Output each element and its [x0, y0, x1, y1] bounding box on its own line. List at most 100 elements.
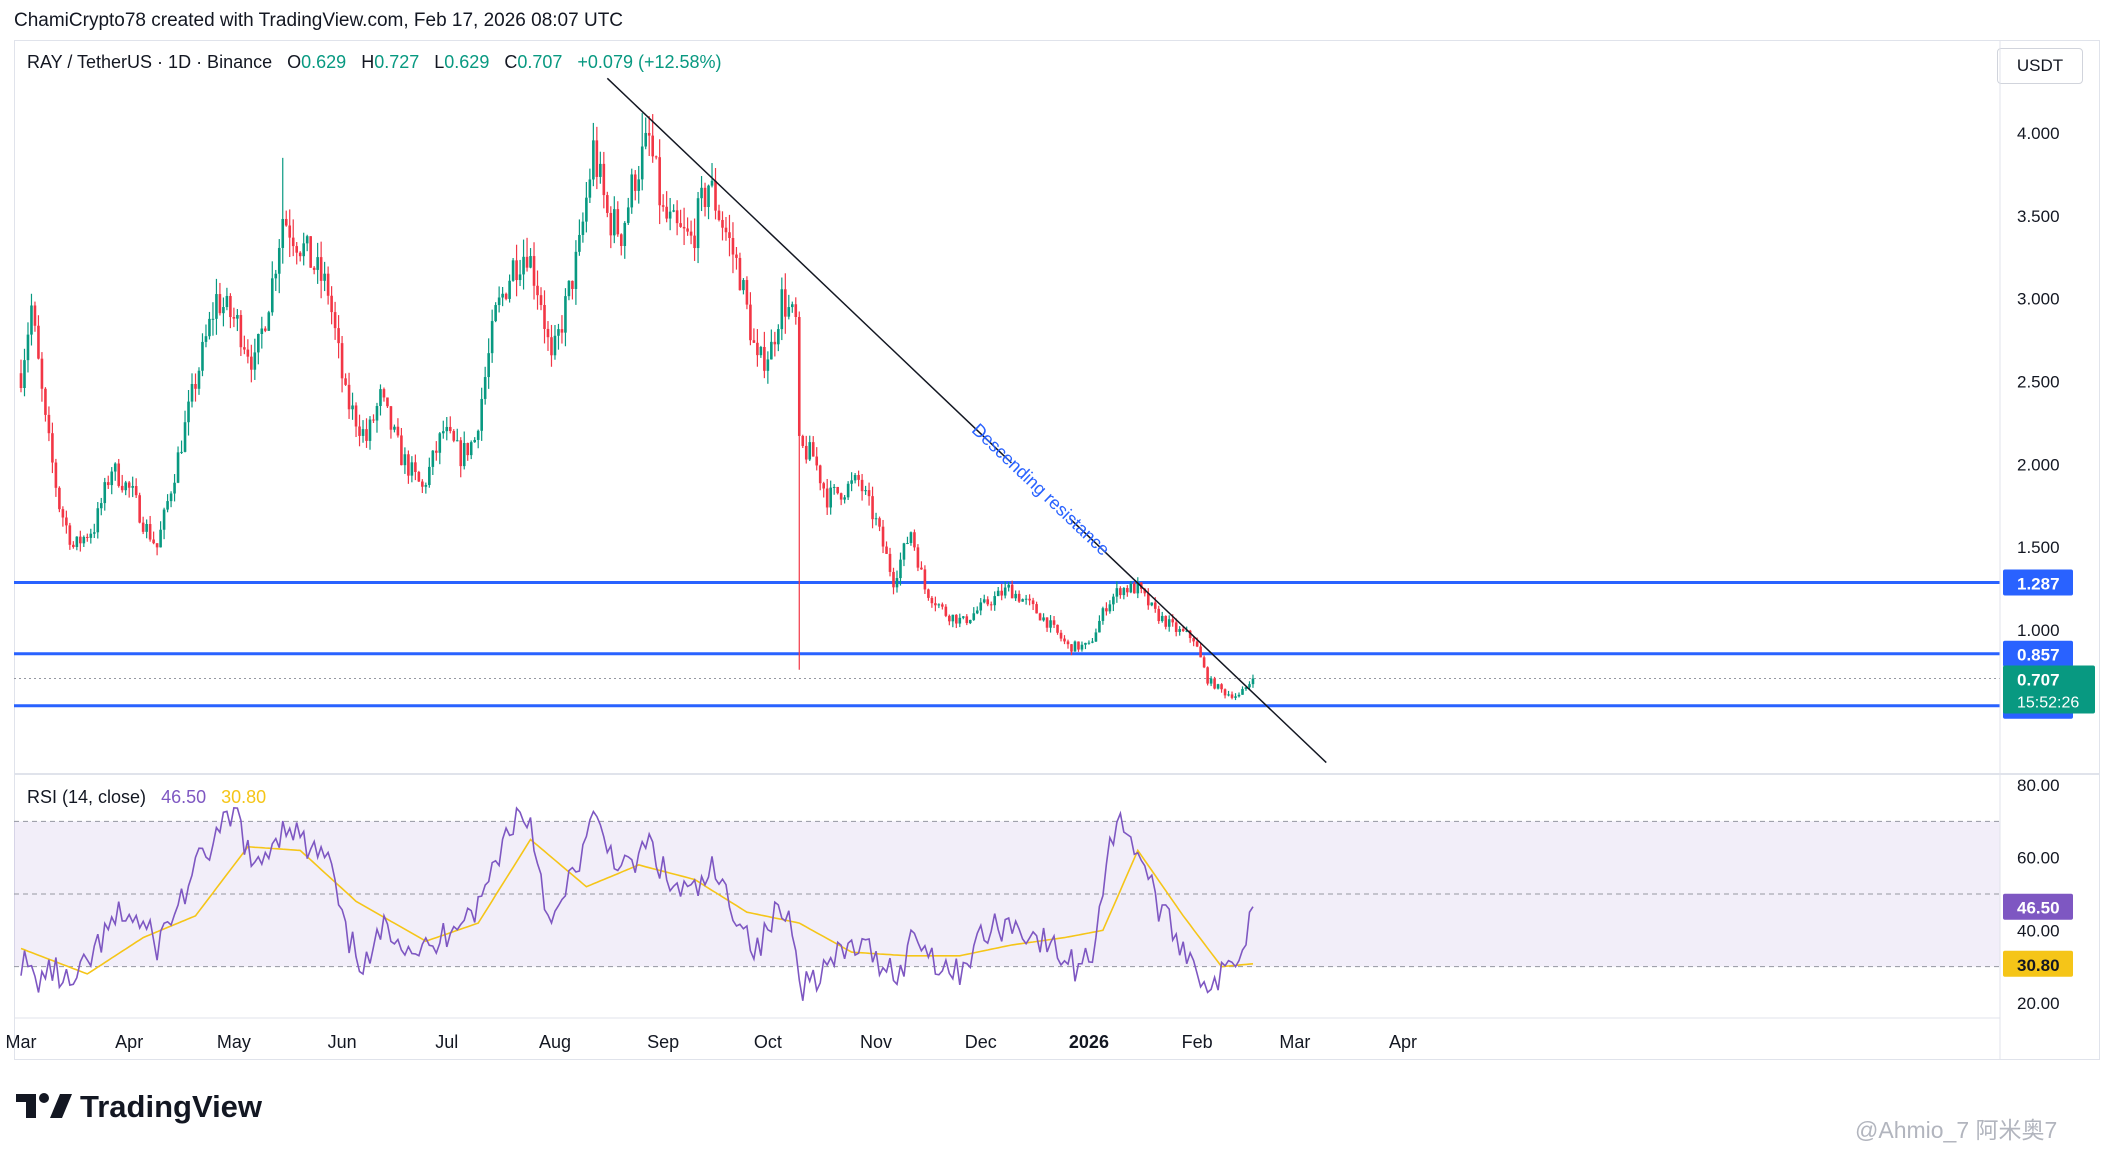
candle-body — [745, 280, 749, 305]
candle-body — [717, 210, 721, 220]
currency-button[interactable]: USDT — [1997, 48, 2083, 84]
level-label: 1.287 — [2017, 574, 2060, 593]
rsi-tick-label: 80.00 — [2017, 776, 2060, 795]
trendline-group: Descending resistance — [606, 77, 1327, 764]
candle-body — [421, 481, 424, 487]
candle — [1237, 692, 1241, 698]
candle — [431, 450, 435, 476]
candle — [724, 216, 728, 241]
candle — [389, 405, 393, 439]
candle-body — [400, 435, 403, 466]
candle-body — [124, 482, 127, 491]
candle-body — [822, 483, 825, 489]
candle-body — [721, 219, 724, 228]
candle — [989, 601, 993, 611]
candle-body — [1052, 620, 1056, 625]
candle — [89, 528, 93, 544]
candle — [435, 441, 438, 461]
candle — [550, 324, 553, 367]
candle-body — [99, 503, 103, 509]
candle — [428, 457, 431, 488]
candle-body — [777, 329, 780, 345]
candle-body — [759, 346, 763, 356]
candle-body — [1059, 632, 1063, 639]
candle — [312, 266, 316, 275]
candle — [525, 237, 529, 272]
candle-body — [173, 482, 176, 494]
candle — [145, 519, 148, 539]
candle-body — [1101, 608, 1105, 621]
candle-body — [703, 187, 707, 208]
candle — [937, 603, 941, 609]
candle-body — [1042, 617, 1045, 621]
candle-body — [1094, 632, 1098, 642]
time-tick-label: Apr — [115, 1032, 143, 1052]
candle-body — [1056, 624, 1059, 633]
level-label-bg — [2003, 569, 2073, 596]
candle — [44, 387, 47, 422]
candle-body — [455, 440, 459, 442]
candle — [804, 435, 808, 464]
candle-body — [466, 443, 470, 456]
candle-body — [37, 325, 40, 359]
candle-body — [232, 317, 236, 319]
candle — [1080, 641, 1084, 652]
candle-body — [1185, 630, 1188, 632]
candle — [745, 276, 749, 310]
candle-body — [480, 398, 483, 431]
candle — [124, 480, 127, 496]
candle — [686, 217, 689, 236]
candle — [1209, 676, 1213, 687]
candle — [714, 168, 717, 220]
candle — [365, 418, 368, 448]
candle-body — [1133, 583, 1136, 594]
candle — [319, 241, 323, 299]
candle-body — [581, 221, 585, 235]
rsi-tick-label: 20.00 — [2017, 994, 2060, 1013]
price-tick-label: 4.000 — [2017, 124, 2060, 143]
candle — [518, 259, 522, 287]
candle — [1038, 612, 1042, 621]
time-tick-label: Apr — [1389, 1032, 1417, 1052]
candle — [243, 335, 246, 355]
candle-body — [602, 163, 606, 196]
candle-body — [989, 604, 993, 606]
candle — [1028, 594, 1031, 606]
candle — [979, 597, 983, 616]
candle — [284, 210, 288, 227]
candle-body — [944, 606, 948, 616]
candle-body — [305, 236, 309, 244]
candle-body — [236, 315, 239, 319]
candle-body — [1007, 584, 1010, 588]
candle — [1073, 640, 1077, 652]
candle-body — [654, 156, 658, 158]
candle — [47, 406, 51, 442]
candle-body — [1091, 641, 1094, 643]
candle — [763, 331, 766, 379]
candle-body — [270, 278, 274, 313]
candle — [155, 543, 159, 556]
candle — [51, 422, 54, 474]
candle — [839, 492, 843, 506]
candle-body — [344, 378, 347, 385]
candle — [1094, 628, 1098, 642]
candle-body — [47, 414, 51, 434]
candle — [640, 113, 644, 191]
candle — [1003, 581, 1007, 599]
candle-body — [644, 132, 648, 147]
candle — [878, 516, 881, 532]
tradingview-logo[interactable]: TradingView — [14, 1086, 294, 1126]
candle-body — [707, 185, 710, 208]
candle-body — [347, 384, 351, 410]
candle — [731, 222, 735, 274]
candle-body — [281, 218, 285, 248]
candle-body — [790, 304, 794, 308]
candle-body — [361, 429, 365, 436]
candle-body — [1213, 678, 1216, 689]
candle — [469, 440, 473, 460]
candle — [515, 244, 518, 297]
time-tick-label: Mar — [1279, 1032, 1310, 1052]
candle-body — [529, 256, 532, 268]
candle-body — [1174, 622, 1178, 632]
